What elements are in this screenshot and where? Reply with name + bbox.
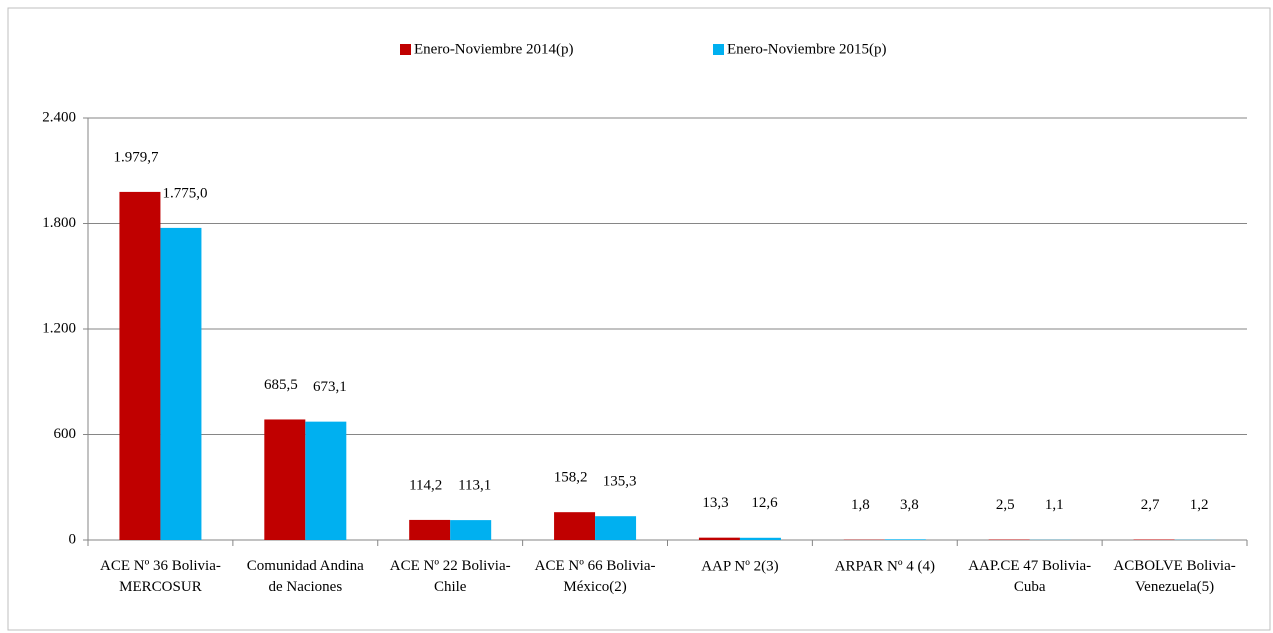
x-tick-label: ACE Nº 66 Bolivia-México(2) [535, 558, 656, 595]
bar [739, 537, 781, 540]
y-tick-label: 2.400 [42, 109, 76, 125]
bar [119, 191, 161, 540]
data-label: 158,2 [554, 470, 588, 486]
data-label: 1.979,7 [113, 149, 159, 165]
data-label: 1,2 [1190, 497, 1209, 513]
x-tick-label: AAP.CE 47 Bolivia-Cuba [968, 558, 1091, 595]
data-label: 685,5 [264, 377, 298, 393]
data-label: 114,2 [409, 477, 442, 493]
data-label: 2,5 [996, 497, 1015, 513]
x-tick-label: ACE Nº 36 Bolivia-MERCOSUR [100, 558, 221, 595]
y-tick-label: 1.800 [42, 215, 76, 231]
x-tick-label: AAP Nº 2(3) [701, 558, 778, 574]
bar [595, 516, 637, 540]
legend-swatch [713, 44, 724, 55]
legend-label: Enero-Noviembre 2015(p) [727, 41, 887, 57]
data-label: 673,1 [313, 379, 347, 395]
y-tick-label: 1.200 [42, 320, 76, 336]
x-tick-label: ACBOLVE Bolivia-Venezuela(5) [1113, 558, 1235, 595]
data-label: 113,1 [458, 478, 491, 494]
data-label: 135,3 [603, 474, 637, 490]
y-tick-label: 600 [54, 426, 77, 442]
bar [409, 519, 451, 540]
data-label: 13,3 [702, 495, 728, 511]
data-label: 12,6 [751, 495, 778, 511]
bar [884, 539, 926, 540]
y-tick-label: 0 [69, 531, 77, 547]
data-label: 2,7 [1141, 497, 1160, 513]
data-label: 1,8 [851, 497, 870, 513]
data-label: 3,8 [900, 497, 919, 513]
legend-swatch [400, 44, 411, 55]
x-tick-label: Comunidad Andina de Naciones [247, 558, 364, 595]
data-label: 1.775,0 [162, 185, 207, 201]
bar [160, 227, 202, 541]
chart-frame [7, 7, 1271, 631]
bar [450, 520, 492, 540]
x-tick-label: ACE Nº 22 Bolivia-Chile [390, 558, 511, 595]
bar [554, 512, 596, 540]
bar [264, 419, 306, 540]
bar [305, 421, 347, 540]
x-tick-label: ARPAR Nº 4 (4) [835, 558, 935, 574]
legend-label: Enero-Noviembre 2014(p) [414, 41, 574, 57]
data-label: 1,1 [1045, 497, 1064, 513]
bar [698, 537, 740, 540]
